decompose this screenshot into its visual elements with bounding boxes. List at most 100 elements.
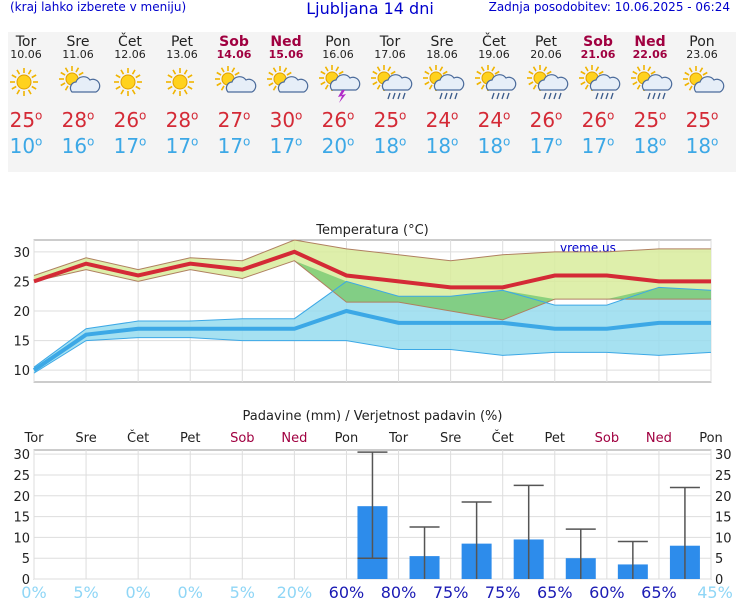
day-column: Čet 12.06 26o 17o: [104, 32, 156, 158]
temp-max: 26o: [529, 108, 563, 132]
y-tick-label-left: 20: [13, 490, 30, 505]
temp-min: 10o: [9, 134, 43, 158]
sun-cloud-icon: [260, 64, 312, 104]
temp-max: 26o: [113, 108, 147, 132]
temp-max: 28o: [165, 108, 199, 132]
temp-max: 25o: [633, 108, 667, 132]
probability-label: 60%: [589, 583, 625, 600]
probability-label: 0%: [21, 583, 46, 600]
x-tick-label: Čet: [492, 430, 514, 446]
chart-title: Temperatura (°C): [315, 223, 428, 238]
y-tick-label: 15: [13, 335, 30, 350]
overlap-band: [34, 260, 711, 320]
day-date: 22.06: [632, 48, 668, 61]
sun-cloud-icon: [208, 64, 260, 104]
day-column: Čet 19.06 24o 18o: [468, 32, 520, 158]
temp-min: 17o: [165, 134, 199, 158]
min-temp-line: [32, 308, 711, 372]
day-column: Sob 21.06 26o 17o: [572, 32, 624, 158]
probability-label: 0%: [178, 583, 203, 600]
temp-min: 18o: [477, 134, 511, 158]
precipitation-chart: Padavine (mm) / Verjetnost padavin (%) To…: [13, 409, 733, 600]
sun-icon: [156, 64, 208, 104]
x-tick-label: Tor: [23, 431, 44, 446]
rain-icon: [468, 64, 520, 104]
sun-cloud-icon: [676, 64, 728, 104]
temp-max: 26o: [321, 108, 355, 132]
temp-min: 17o: [113, 134, 147, 158]
rain-icon: [520, 64, 572, 104]
day-name: Tor: [379, 34, 401, 50]
temp-min: 20o: [321, 134, 355, 158]
temp-min: 18o: [425, 134, 459, 158]
day-column: Sob 14.06 27o 17o: [208, 32, 260, 158]
last-update: Zadnja posodobitev: 10.06.2025 - 06:24: [488, 0, 730, 14]
rain-icon: [572, 64, 624, 104]
day-column: Tor 10.06 25o 10o: [0, 32, 52, 158]
sun-icon: [0, 64, 52, 104]
y-tick-label-right: 25: [715, 469, 732, 484]
probability-label: 65%: [641, 583, 677, 600]
temp-max: 24o: [477, 108, 511, 132]
y-tick-label-left: 30: [13, 448, 30, 463]
day-date: 13.06: [166, 48, 198, 61]
day-column: Sre 18.06 24o 18o: [416, 32, 468, 158]
day-name: Tor: [15, 34, 37, 50]
day-column: Pet 20.06 26o 17o: [520, 32, 572, 158]
x-tick-label: Tor: [388, 431, 409, 446]
x-tick-label: Sre: [75, 431, 96, 446]
day-name: Čet: [118, 34, 142, 50]
y-tick-label-right: 5: [715, 552, 723, 567]
probability-label: 0%: [125, 583, 150, 600]
sun-cloud-icon: [52, 64, 104, 104]
y-tick-label: 25: [13, 275, 30, 290]
max-low-edge: [33, 260, 711, 321]
day-column: Pon 23.06 25o 18o: [676, 32, 728, 158]
day-date: 15.06: [268, 48, 304, 61]
day-name: Pet: [170, 34, 194, 50]
y-tick-label-right: 30: [715, 448, 732, 463]
y-tick-label-right: 20: [715, 490, 732, 505]
probability-label: 5%: [230, 583, 255, 600]
day-name: Pon: [689, 34, 715, 50]
probability-label: 60%: [329, 583, 365, 600]
temp-max: 25o: [373, 108, 407, 132]
x-tick-label: Sob: [230, 431, 254, 446]
chart-title: Padavine (mm) / Verjetnost padavin (%): [243, 409, 503, 424]
x-tick-label: Sob: [595, 431, 619, 446]
page-title: Ljubljana 14 dni: [306, 0, 434, 18]
x-tick-label: Pon: [699, 431, 723, 446]
temp-max: 25o: [9, 108, 43, 132]
temp-min: 17o: [529, 134, 563, 158]
x-tick-label: Čet: [127, 430, 149, 446]
day-name: Pet: [534, 34, 558, 50]
y-tick-label-left: 15: [13, 511, 30, 526]
probability-label: 20%: [277, 583, 313, 600]
probability-label: 45%: [697, 583, 733, 600]
day-name: Ned: [270, 34, 302, 50]
temp-max: 30o: [269, 108, 303, 132]
min-high-edge: [33, 280, 712, 368]
temp-max: 27o: [217, 108, 251, 132]
y-tick-label: 10: [13, 364, 30, 379]
day-name: Pon: [325, 34, 351, 50]
menu-hint: (kraj lahko izberete v meniju): [10, 0, 187, 14]
x-tick-label: Sre: [440, 431, 461, 446]
y-tick-label-right: 10: [715, 531, 732, 546]
y-tick-label-left: 10: [13, 531, 30, 546]
temp-min: 18o: [685, 134, 719, 158]
probability-label: 5%: [73, 583, 98, 600]
day-date: 10.06: [10, 48, 42, 61]
min-low-edge: [33, 337, 712, 374]
day-name: Sob: [219, 34, 249, 50]
day-date: 14.06: [216, 48, 252, 61]
x-tick-label: Pet: [545, 431, 565, 446]
day-date: 20.06: [530, 48, 562, 61]
y-tick-label-left: 25: [13, 469, 30, 484]
day-column: Ned 22.06 25o 18o: [624, 32, 676, 158]
x-tick-label: Ned: [281, 431, 307, 446]
probability-label: 80%: [381, 583, 417, 600]
rain-icon: [624, 64, 676, 104]
day-date: 11.06: [62, 48, 94, 61]
